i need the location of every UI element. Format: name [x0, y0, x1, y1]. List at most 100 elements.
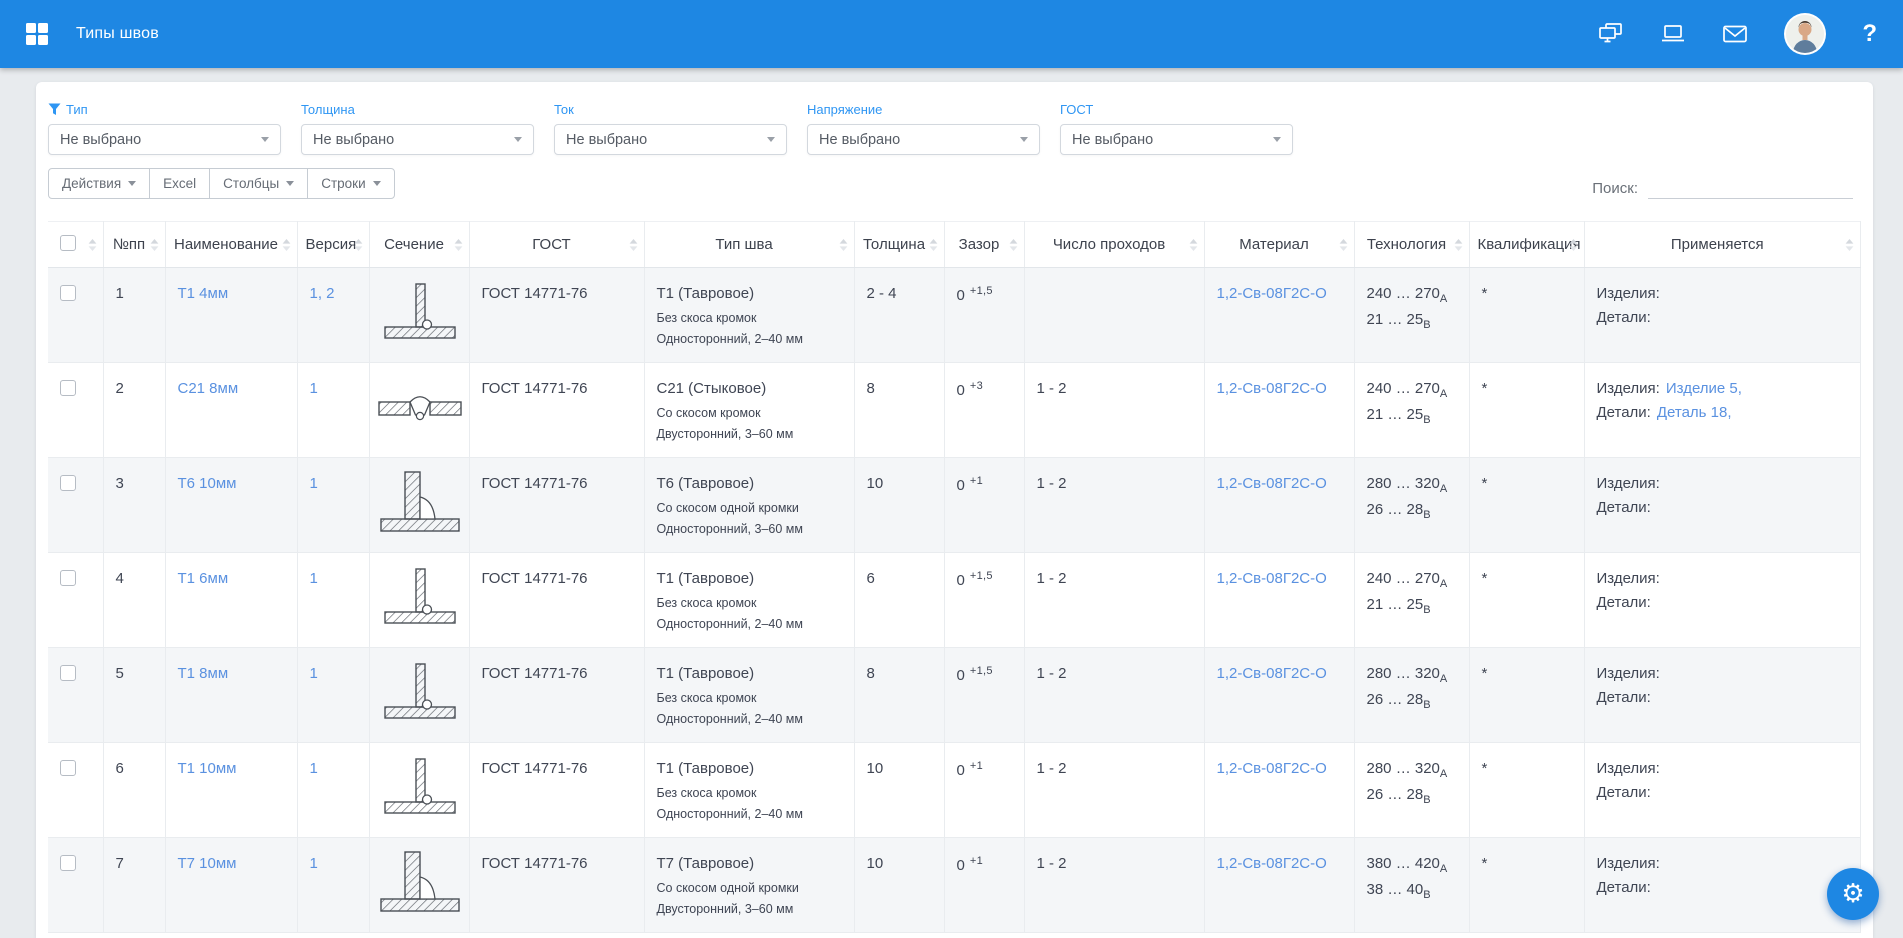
tech-voltage-value: 21 … 25 — [1366, 311, 1424, 328]
filter-select[interactable]: Не выбрано — [554, 124, 787, 155]
sort-icon[interactable] — [1567, 238, 1580, 252]
tech-current-unit: А — [1439, 673, 1448, 685]
filter-select[interactable]: Не выбрано — [807, 124, 1040, 155]
column-header-label: Материал — [1239, 236, 1309, 253]
column-header-label: Применяется — [1670, 236, 1764, 253]
row-checkbox[interactable] — [60, 285, 76, 301]
detail-link[interactable]: Деталь 18, — [1656, 404, 1732, 421]
laptop-icon[interactable] — [1660, 21, 1686, 47]
filter-select[interactable]: Не выбрано — [301, 124, 534, 155]
mail-icon[interactable] — [1722, 21, 1748, 47]
tech-voltage-value: 38 … 40 — [1366, 881, 1424, 898]
material-link[interactable]: 1,2-Св-08Г2С-О — [1216, 665, 1327, 682]
select-all-checkbox[interactable] — [60, 234, 76, 251]
version-link[interactable]: 1, 2 — [309, 285, 335, 302]
seam-edges-line: Со скосом одной кромки — [656, 881, 799, 895]
seam-name-link[interactable]: Т7 10мм — [177, 855, 237, 872]
sort-icon[interactable] — [452, 238, 465, 252]
tech-voltage-value: 26 … 28 — [1366, 691, 1424, 708]
filter-select[interactable]: Не выбрано — [48, 124, 281, 155]
sort-icon[interactable] — [1337, 238, 1350, 252]
cell-thickness: 10 — [854, 837, 945, 933]
material-link[interactable]: 1,2-Св-08Г2С-О — [1216, 475, 1327, 492]
sort-icon[interactable] — [352, 238, 365, 252]
seam-name-link[interactable]: Т1 6мм — [177, 570, 229, 587]
thickness-value: 10 — [866, 760, 884, 777]
rows-button[interactable]: Строки — [307, 168, 395, 199]
sort-icon[interactable] — [1843, 238, 1856, 252]
excel-button-label: Excel — [163, 176, 197, 191]
cell-thickness: 6 — [854, 552, 945, 648]
product-link[interactable]: Изделие 5, — [1665, 380, 1742, 397]
filter-select[interactable]: Не выбрано — [1060, 124, 1293, 155]
help-icon[interactable]: ? — [1862, 20, 1877, 47]
products-label: Изделия: — [1596, 285, 1660, 302]
material-link[interactable]: 1,2-Св-08Г2С-О — [1216, 285, 1327, 302]
row-checkbox[interactable] — [60, 570, 76, 586]
filter-select-value: Не выбрано — [1072, 131, 1154, 148]
columns-button[interactable]: Столбцы — [209, 168, 309, 199]
apps-menu-icon[interactable] — [26, 23, 48, 45]
seam-name-link[interactable]: Т1 10мм — [177, 760, 237, 777]
tech-voltage-unit: В — [1423, 509, 1431, 521]
sort-icon[interactable] — [86, 238, 99, 252]
filter-тип: Тип Не выбрано — [48, 102, 281, 155]
row-checkbox[interactable] — [60, 760, 76, 776]
user-avatar[interactable] — [1784, 13, 1827, 55]
version-link[interactable]: 1 — [309, 855, 318, 872]
filter-label-text: Ток — [554, 102, 574, 117]
column-header-label: №пп — [112, 236, 146, 253]
sort-icon[interactable] — [1187, 238, 1200, 252]
material-link[interactable]: 1,2-Св-08Г2С-О — [1216, 380, 1327, 397]
cell-technology: 280 … 320А 26 … 28В — [1354, 457, 1470, 553]
version-link[interactable]: 1 — [309, 570, 318, 587]
sort-icon[interactable] — [927, 238, 940, 252]
column-header-Зазор: Зазор — [944, 221, 1025, 268]
excel-button[interactable]: Excel — [149, 168, 211, 199]
seam-name-link[interactable]: Т6 10мм — [177, 475, 237, 492]
row-checkbox[interactable] — [60, 855, 76, 871]
version-link[interactable]: 1 — [309, 475, 318, 492]
version-link[interactable]: 1 — [309, 665, 318, 682]
cell-qualification: * — [1469, 267, 1585, 363]
actions-button[interactable]: Действия — [48, 168, 151, 199]
version-link[interactable]: 1 — [309, 760, 318, 777]
qualification-value: * — [1481, 380, 1488, 397]
seam-name-link[interactable]: Т1 8мм — [177, 665, 229, 682]
tech-voltage-line: 26 … 28В — [1367, 691, 1461, 711]
tech-current-line: 280 … 320А — [1367, 475, 1461, 495]
seam-name-link[interactable]: Т1 4мм — [177, 285, 229, 302]
sort-icon[interactable] — [148, 238, 161, 252]
tech-current-line: 240 … 270А — [1367, 285, 1461, 305]
gap-base-value: 0 — [956, 477, 965, 494]
version-link[interactable]: 1 — [309, 380, 318, 397]
cell-version: 1, 2 — [297, 267, 370, 363]
tech-current-line: 240 … 270А — [1367, 380, 1461, 400]
sort-icon[interactable] — [627, 238, 640, 252]
settings-fab[interactable]: ⚙ — [1827, 868, 1879, 920]
search-input[interactable] — [1648, 175, 1853, 199]
row-checkbox[interactable] — [60, 380, 76, 396]
filter-select-value: Не выбрано — [819, 131, 901, 148]
toolbar: Действия Excel Столбцы Строки Поиск: — [48, 168, 1861, 199]
sort-icon[interactable] — [837, 238, 850, 252]
material-link[interactable]: 1,2-Св-08Г2С-О — [1216, 570, 1327, 587]
passes-value: 1 - 2 — [1036, 570, 1067, 587]
sort-icon[interactable] — [280, 238, 293, 252]
row-checkbox[interactable] — [60, 475, 76, 491]
seam-type-line: Т1 (Тавровое) — [656, 570, 755, 587]
row-checkbox[interactable] — [60, 665, 76, 681]
monitors-icon[interactable] — [1598, 21, 1624, 47]
cell-version: 1 — [297, 362, 370, 458]
material-link[interactable]: 1,2-Св-08Г2С-О — [1216, 760, 1327, 777]
seam-name-link[interactable]: С21 8мм — [177, 380, 239, 397]
column-header-label: ГОСТ — [532, 236, 571, 253]
tech-current-value: 240 … 270 — [1366, 570, 1440, 587]
sort-icon[interactable] — [1007, 238, 1020, 252]
tech-current-unit: А — [1439, 293, 1448, 305]
sort-icon[interactable] — [1452, 238, 1465, 252]
cell-name: Т1 10мм — [165, 742, 298, 838]
filter-ток: Ток Не выбрано — [554, 102, 787, 155]
row-number: 6 — [115, 760, 124, 777]
material-link[interactable]: 1,2-Св-08Г2С-О — [1216, 855, 1327, 872]
